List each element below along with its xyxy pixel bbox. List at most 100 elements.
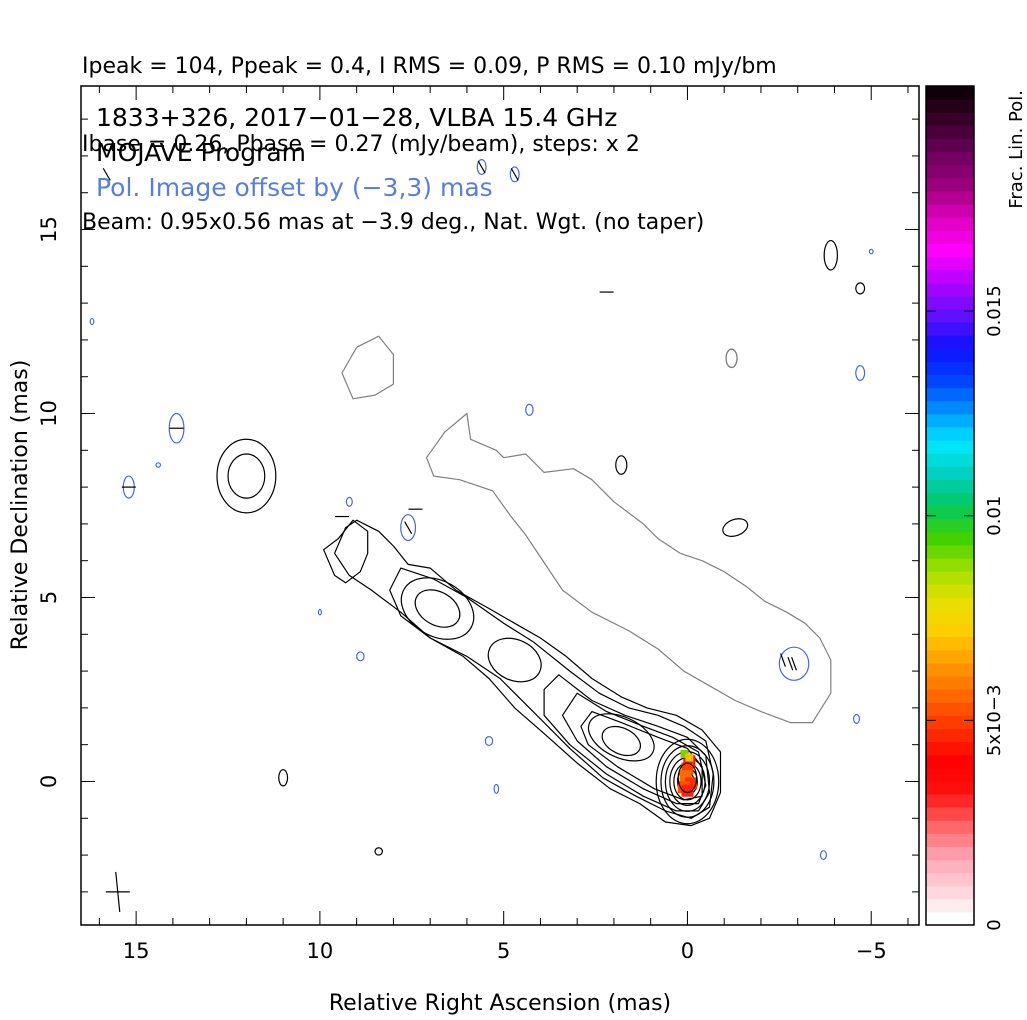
colorbar-step (926, 243, 974, 258)
colorbar-step (926, 780, 974, 795)
colorbar-step (926, 505, 974, 520)
evpa-tick (404, 521, 413, 534)
colorbar-step (926, 571, 974, 585)
colorbar-step (926, 492, 974, 507)
colorbar-step (926, 413, 974, 428)
colorbar-step (926, 911, 974, 926)
isolated-contour (323, 519, 369, 584)
colorbar-step (926, 400, 974, 415)
pol-contour (868, 248, 874, 255)
colorbar-step (926, 99, 974, 113)
pol-pixel (680, 749, 689, 758)
colorbar-step (926, 623, 974, 638)
source-annotation: 1833+326, 2017−01−28, VLBA 15.4 GHz (96, 103, 617, 132)
pol-contour (493, 783, 500, 794)
pol-contour (155, 462, 161, 468)
colorbar-tick-label: 0 (984, 919, 1005, 930)
pol-contour (778, 646, 810, 681)
colorbar-tick-label: 0.01 (984, 496, 1005, 536)
isolated-contour (855, 282, 866, 295)
colorbar-step (926, 728, 974, 743)
core-contour (660, 745, 715, 818)
colorbar-step (926, 885, 974, 900)
pol-contour (476, 158, 487, 175)
x-tick-label: 5 (497, 939, 510, 963)
x-tick-label: 0 (681, 939, 694, 963)
colorbar-step (926, 846, 974, 861)
knot-contour (400, 577, 475, 640)
x-axis-label: Relative Right Ascension (mas) (329, 991, 671, 1016)
colorbar-step (926, 453, 974, 467)
colorbar-step (926, 793, 974, 808)
pol-contour (855, 365, 866, 381)
colorbar-step (926, 112, 974, 126)
pol-contour (400, 514, 417, 542)
pol-contour (852, 713, 861, 724)
colorbar (926, 86, 974, 926)
colorbar-step (926, 689, 974, 703)
isolated-contour (278, 769, 289, 787)
colorbar-frame (925, 85, 975, 926)
evpa-tick (791, 656, 797, 671)
colorbar-step (926, 190, 974, 205)
colorbar-step (926, 164, 974, 179)
colorbar-step (926, 308, 974, 323)
pol-contour (89, 317, 95, 326)
colorbar-step (926, 125, 974, 140)
x-tick-label: 10 (307, 939, 334, 963)
evpa-tick (780, 653, 786, 667)
colorbar-step (926, 833, 974, 847)
evpa-tick (510, 167, 519, 181)
pol-pixel (685, 753, 694, 762)
y-tick-label: 5 (37, 591, 61, 604)
colorbar-step (926, 715, 974, 729)
isolated-contour (823, 239, 839, 271)
colorbar-tick-label: 5x10−3 (984, 685, 1005, 757)
colorbar-step (926, 256, 974, 271)
colorbar-step (926, 282, 974, 297)
colorbar-step (926, 859, 974, 874)
colorbar-step (926, 872, 974, 887)
evpa-tick (102, 167, 111, 181)
plot-frame (80, 85, 920, 926)
colorbar-tick-label: 0.015 (984, 285, 1005, 337)
colorbar-step (926, 584, 974, 598)
isolated-contour (374, 847, 383, 856)
y-axis-label: Relative Declination (mas) (8, 360, 33, 651)
colorbar-step (926, 702, 974, 716)
colorbar-step (926, 741, 974, 756)
contour-layer (89, 158, 874, 912)
pol-contour (509, 166, 520, 183)
jet-contour (334, 519, 722, 827)
colorbar-step (926, 649, 974, 664)
colorbar-step (926, 426, 974, 441)
colorbar-step (926, 898, 974, 913)
jet-contour (389, 567, 714, 819)
core-contour (655, 738, 720, 825)
colorbar-step (926, 138, 974, 153)
colorbar-step (926, 439, 974, 454)
colorbar-step (926, 807, 974, 821)
colorbar-step (926, 531, 974, 546)
pol-contour (345, 496, 353, 507)
pol-contour (525, 403, 534, 416)
program-annotation: MOJAVE Program (96, 138, 306, 167)
pol-contour (484, 735, 494, 747)
colorbar-step (926, 217, 974, 231)
axis-ticks: 15 10 5 0 −5 0 5 10 15 (37, 86, 919, 963)
pol-offset-annotation: Pol. Image offset by (−3,3) mas (96, 173, 493, 202)
pol-pixel (681, 784, 694, 797)
colorbar-step (926, 86, 974, 100)
colorbar-step (926, 820, 974, 834)
plot-header: Ipeak = 104, Ppeak = 0.4, I RMS = 0.09, … (82, 2, 777, 262)
x-tick-label: 15 (123, 939, 150, 963)
colorbar-step (926, 151, 974, 166)
colorbar-step (926, 466, 974, 480)
evpa-tick (787, 656, 794, 671)
colorbar-step (926, 374, 974, 389)
evpa-tick (477, 160, 486, 174)
header-line-2: Ibase = 0.26, Pbase = 0.27 (mJy/beam), s… (82, 132, 640, 157)
colorbar-step (926, 361, 974, 376)
colorbar-step (926, 335, 974, 349)
